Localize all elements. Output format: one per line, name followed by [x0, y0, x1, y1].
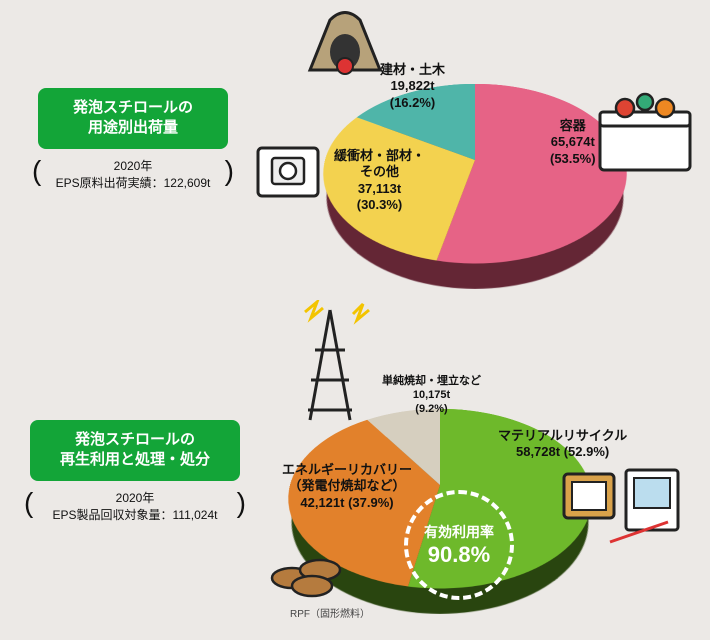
slice-pct: (52.9%)	[564, 444, 610, 459]
chart2-slice-simple-label: 単純焼却・埋立など 10,175t (9.2%)	[382, 375, 481, 416]
chart1-title: 発泡スチロールの用途別出荷量	[73, 99, 193, 136]
slice-name: 緩衝材・部材・その他	[334, 148, 425, 181]
picture-frame-press-icon	[560, 460, 690, 560]
slice-name: 単純焼却・埋立など	[382, 375, 481, 389]
chart2-title: 発泡スチロールの再生利用と処理・処分	[60, 431, 210, 468]
foam-box-with-food-icon	[590, 80, 700, 180]
paren-left-icon: (	[24, 487, 33, 519]
chart1-slice-cushion-label: 緩衝材・部材・その他 37,113t (30.3%)	[334, 148, 425, 213]
chart1-slice-container-label: 容器 65,674t (53.5%)	[550, 118, 596, 167]
chart2-subnote-line2: EPS製品回収対象量：111,024t	[30, 506, 240, 523]
slice-name: エネルギーリカバリー（発電付焼却など）	[282, 462, 412, 495]
chart2-subnote: ( 2020年 EPS製品回収対象量：111,024t )	[30, 489, 240, 523]
chart2-subnote-line1: 2020年	[30, 489, 240, 506]
paren-left-icon: (	[32, 155, 41, 187]
chart2-slice-material-label: マテリアルリサイクル 58,728t (52.9%)	[498, 428, 627, 461]
slice-pct: (53.5%)	[550, 151, 596, 167]
slice-value: 58,728t	[516, 444, 560, 459]
effective-label: 有効利用率	[424, 522, 494, 542]
chart2-slice-energy-label: エネルギーリカバリー（発電付焼却など） 42,121t (37.9%)	[282, 462, 412, 511]
chart1-label-group: 発泡スチロールの用途別出荷量 ( 2020年 EPS原料出荷実績：122,609…	[38, 88, 228, 191]
slice-pct: (37.9%)	[348, 495, 394, 510]
chart2-label-group: 発泡スチロールの再生利用と処理・処分 ( 2020年 EPS製品回収対象量：11…	[30, 420, 240, 523]
paren-right-icon: )	[237, 487, 246, 519]
slice-pct: (30.3%)	[334, 197, 425, 213]
power-tower-icon	[275, 300, 385, 430]
slice-value: 37,113t	[334, 181, 425, 197]
tunnel-road-icon	[300, 0, 390, 80]
slice-pct: (16.2%)	[380, 95, 445, 111]
chart1-subnote-line2: EPS原料出荷実績：122,609t	[38, 174, 228, 191]
paren-right-icon: )	[225, 155, 234, 187]
slice-name: マテリアルリサイクル	[498, 428, 627, 444]
slice-name: 容器	[550, 118, 596, 134]
chart1-title-box: 発泡スチロールの用途別出荷量	[38, 88, 228, 149]
chart2-footnote: RPF（固形燃料）	[290, 605, 370, 620]
slice-value: 10,175t	[382, 389, 481, 403]
effective-value: 90.8%	[428, 542, 490, 568]
chart1-subnote: ( 2020年 EPS原料出荷実績：122,609t )	[38, 157, 228, 191]
packaged-appliance-icon	[248, 130, 328, 210]
slice-value: 42,121t	[300, 495, 344, 510]
slice-pct: (9.2%)	[382, 403, 481, 417]
wood-logs-icon	[268, 540, 358, 600]
chart1-subnote-line1: 2020年	[38, 157, 228, 174]
slice-value: 19,822t	[380, 78, 445, 94]
chart2-title-box: 発泡スチロールの再生利用と処理・処分	[30, 420, 240, 481]
slice-value: 65,674t	[550, 134, 596, 150]
effective-use-badge: 有効利用率 90.8%	[404, 490, 514, 600]
